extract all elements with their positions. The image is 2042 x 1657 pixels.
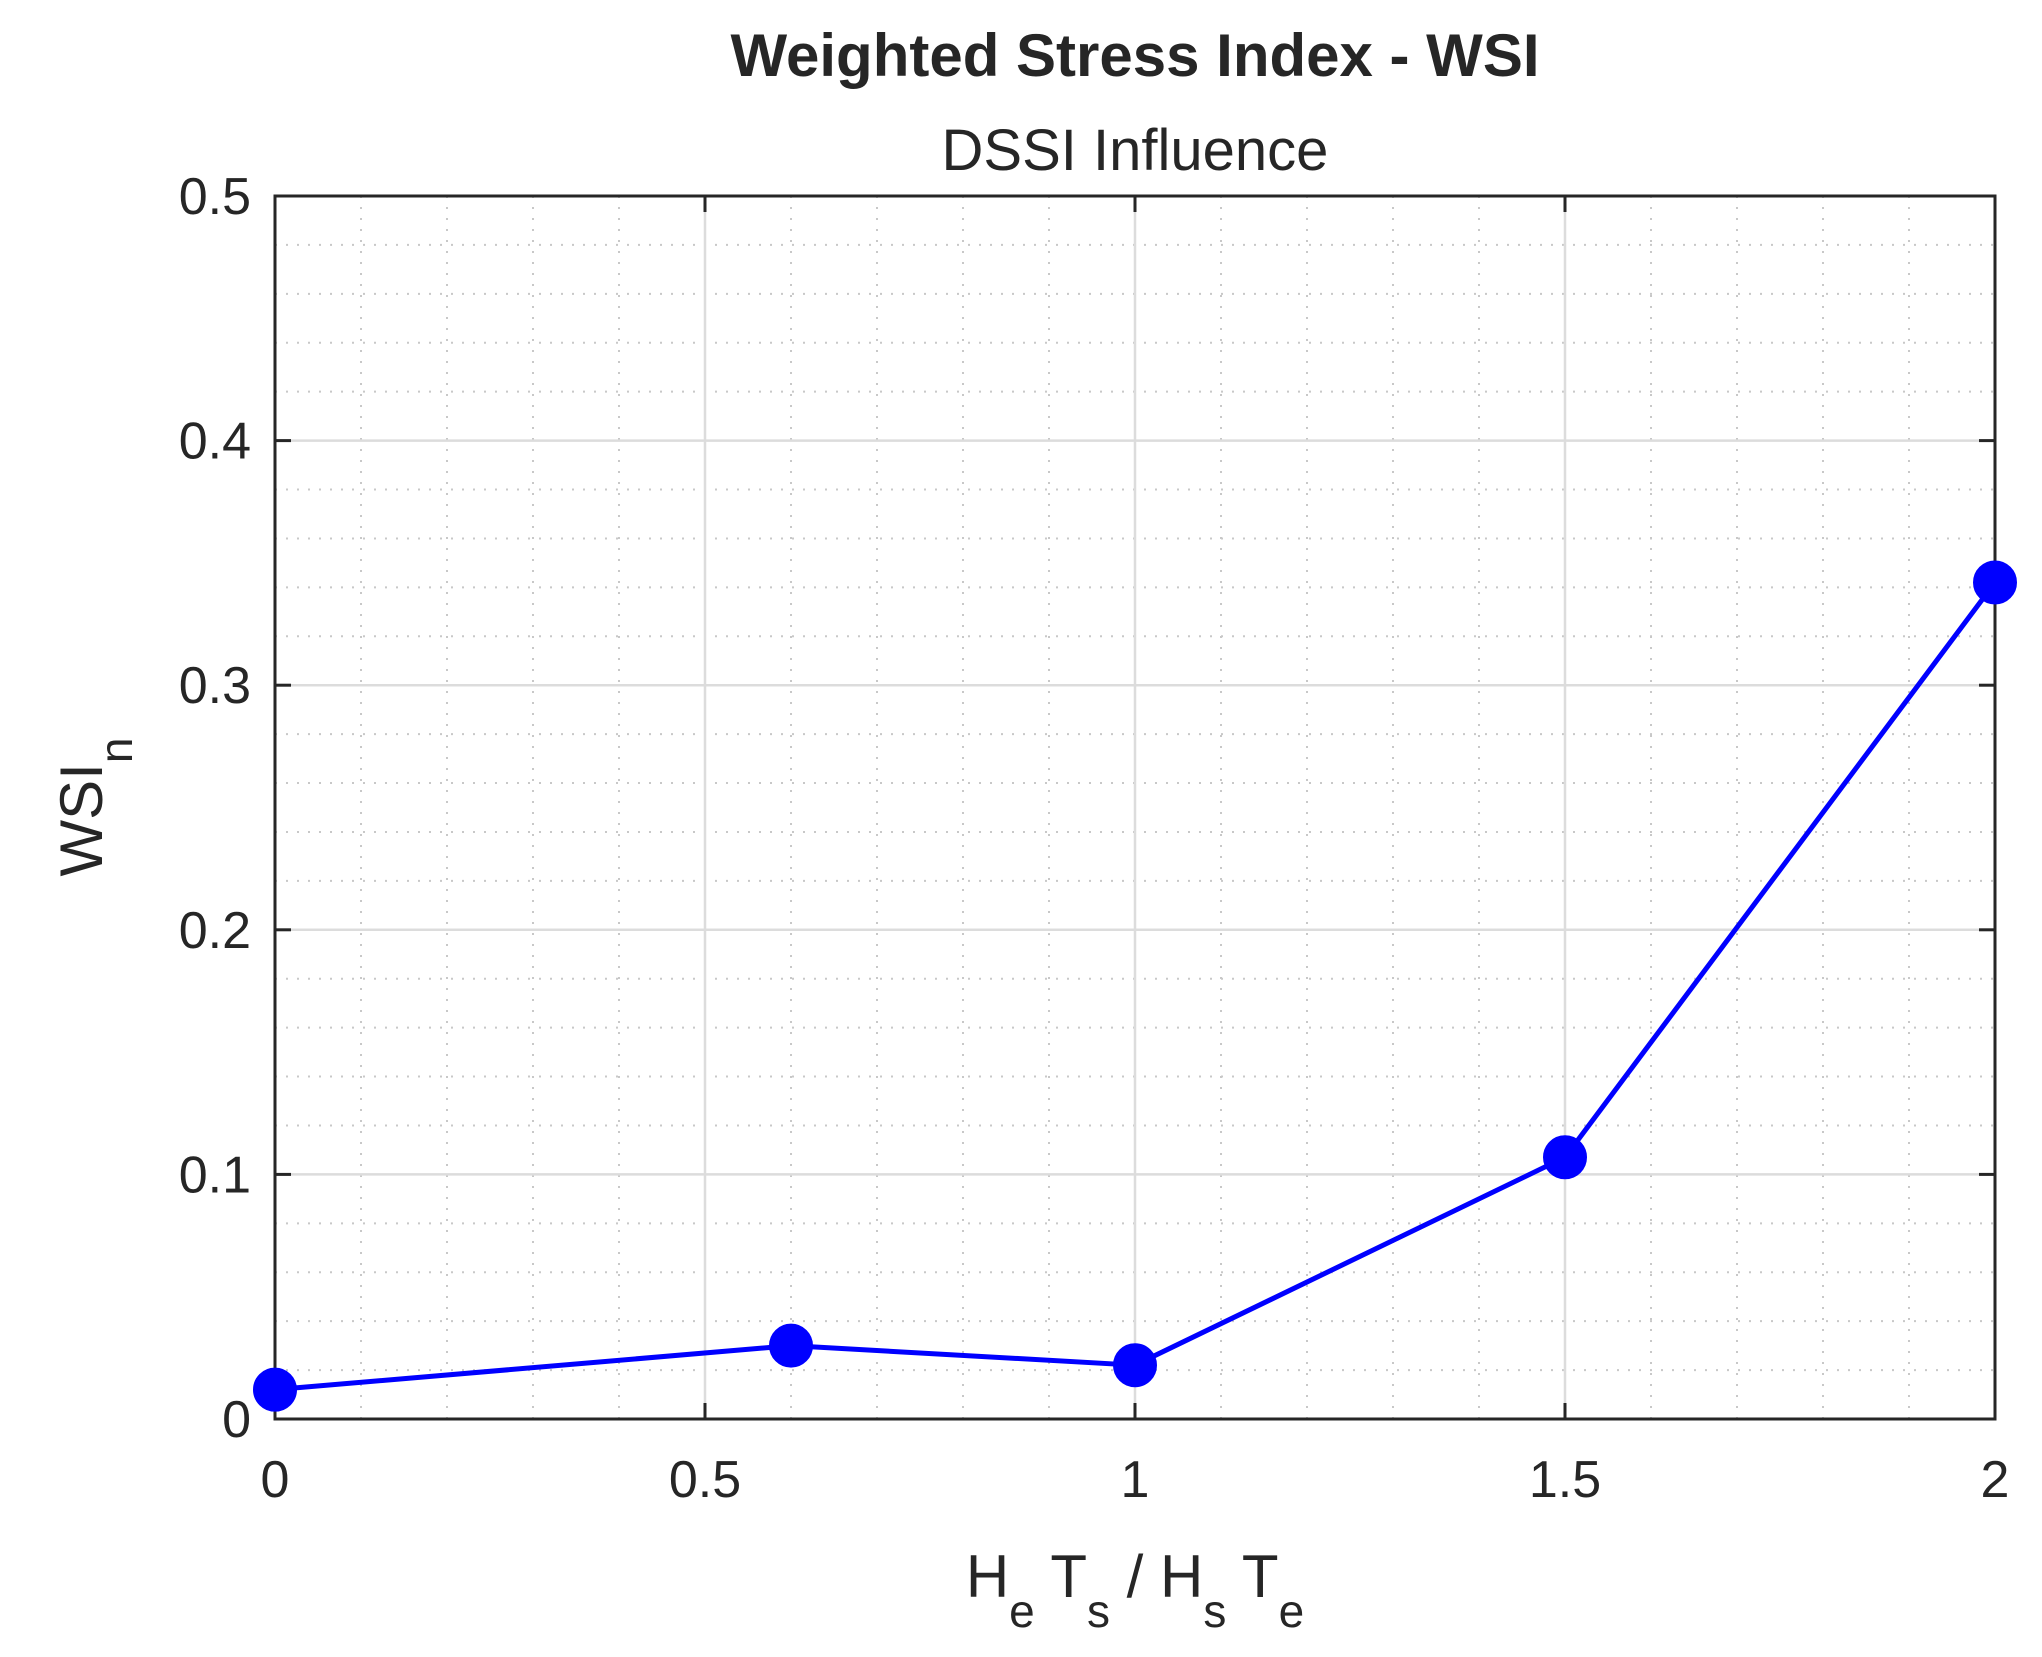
- x-tick-labels: 0 0.5 1 1.5 2: [261, 1451, 2010, 1509]
- y-tick-label: 0.5: [179, 168, 251, 226]
- y-tick-label: 0.2: [179, 902, 251, 960]
- tick-marks: [273, 194, 1997, 1421]
- y-axis-label: WSIn: [48, 738, 142, 877]
- x-tick-label: 0: [261, 1451, 290, 1509]
- x-tick-label: 0.5: [669, 1451, 741, 1509]
- data-point: [1973, 560, 2017, 605]
- series-layer: [253, 560, 2017, 1412]
- x-tick-label: 1.5: [1529, 1451, 1601, 1509]
- data-point: [253, 1367, 297, 1412]
- data-point: [1113, 1343, 1157, 1388]
- chart-title: Weighted Stress Index - WSI: [730, 22, 1539, 89]
- y-tick-label: 0: [222, 1391, 251, 1449]
- y-tick-labels: 0 0.1 0.2 0.3 0.4 0.5: [179, 168, 251, 1449]
- chart-subtitle: DSSI Influence: [942, 118, 1329, 183]
- y-tick-label: 0.3: [179, 657, 251, 715]
- data-point: [1543, 1135, 1587, 1180]
- y-tick-label: 0.4: [179, 413, 251, 471]
- data-point: [769, 1323, 813, 1368]
- x-tick-label: 2: [1981, 1451, 2010, 1509]
- x-tick-label: 1: [1121, 1451, 1150, 1509]
- y-tick-label: 0.1: [179, 1146, 251, 1204]
- x-axis-label: He​ Ts​ / Hs​ Te​: [966, 1543, 1304, 1637]
